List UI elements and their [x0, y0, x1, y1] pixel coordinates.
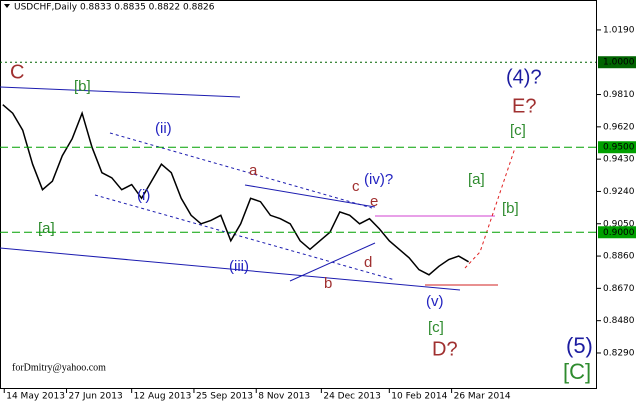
wave-label: [a]	[38, 220, 55, 237]
wave-label: [c]	[428, 319, 444, 336]
triangle-line	[244, 184, 376, 208]
wave-label: (5)	[566, 333, 593, 358]
wave-label: [a]	[468, 171, 485, 188]
wave-label: [b]	[74, 78, 91, 95]
level-label: 1.0000	[603, 58, 635, 68]
wave-label: [b]	[502, 200, 519, 217]
wave-label: (iv)?	[364, 171, 393, 188]
level-label: 0.9500	[603, 143, 635, 153]
annotations: C [b] [a] (ii) (i) (iii) a b c d e (iv)?…	[10, 61, 593, 384]
wave-label: (i)	[137, 187, 150, 204]
watermark: forDmitry@yahoo.com	[12, 362, 106, 373]
wave-label: C	[10, 61, 24, 83]
chart-title: USDCHF,Daily 0.8833 0.8835 0.8822 0.8826	[14, 3, 215, 13]
y-tick-label: 0.8480	[603, 316, 635, 326]
x-tick-label: 12 Aug 2013	[134, 392, 192, 402]
menu-icon[interactable]	[4, 4, 10, 8]
wave-label: c	[352, 178, 360, 195]
x-tick-label: 26 Mar 2014	[454, 392, 511, 402]
wave-label: E?	[512, 95, 536, 117]
x-tick-label: 24 Dec 2013	[323, 392, 381, 402]
wave-label: e	[370, 193, 378, 210]
wave-label: (iii)	[229, 258, 249, 275]
level-label-box	[598, 141, 636, 154]
level-label-box	[598, 226, 636, 239]
y-tick-label: 0.9620	[603, 122, 635, 132]
wave-label: (v)	[426, 293, 444, 310]
wave-label: D?	[432, 338, 458, 360]
wave-label: d	[364, 254, 372, 271]
level-label-box	[598, 56, 636, 69]
wave-label: [C]	[563, 359, 591, 384]
level-label: 0.9000	[603, 228, 635, 238]
wave-label: b	[324, 275, 332, 292]
y-tick-label: 0.9430	[603, 155, 635, 165]
y-tick-label: 1.0190	[603, 25, 635, 35]
channel-line	[0, 247, 461, 291]
y-tick-label: 0.8860	[603, 252, 635, 262]
y-tick-label: 0.8290	[603, 348, 635, 358]
channel-line	[0, 86, 241, 98]
x-tick-label: 14 May 2013	[6, 392, 65, 402]
wave-label: [c]	[510, 122, 526, 139]
y-tick-label: 0.9050	[603, 219, 635, 229]
x-tick-label: 8 Nov 2013	[258, 392, 310, 402]
x-tick-label: 25 Sep 2013	[196, 392, 253, 402]
wave-label: (4)?	[506, 66, 542, 88]
wave-label: a	[249, 162, 258, 179]
projection-line	[464, 147, 516, 269]
triangle-line	[289, 242, 376, 282]
x-tick-label: 10 Feb 2014	[391, 392, 447, 402]
y-tick-label: 0.8670	[603, 284, 635, 294]
x-tick-label: 27 Jun 2013	[69, 392, 123, 402]
y-tick-label: 0.9810	[603, 90, 635, 100]
y-tick-label: 0.9240	[603, 187, 635, 197]
wave-label: (ii)	[155, 120, 172, 137]
channel-line	[94, 194, 396, 281]
